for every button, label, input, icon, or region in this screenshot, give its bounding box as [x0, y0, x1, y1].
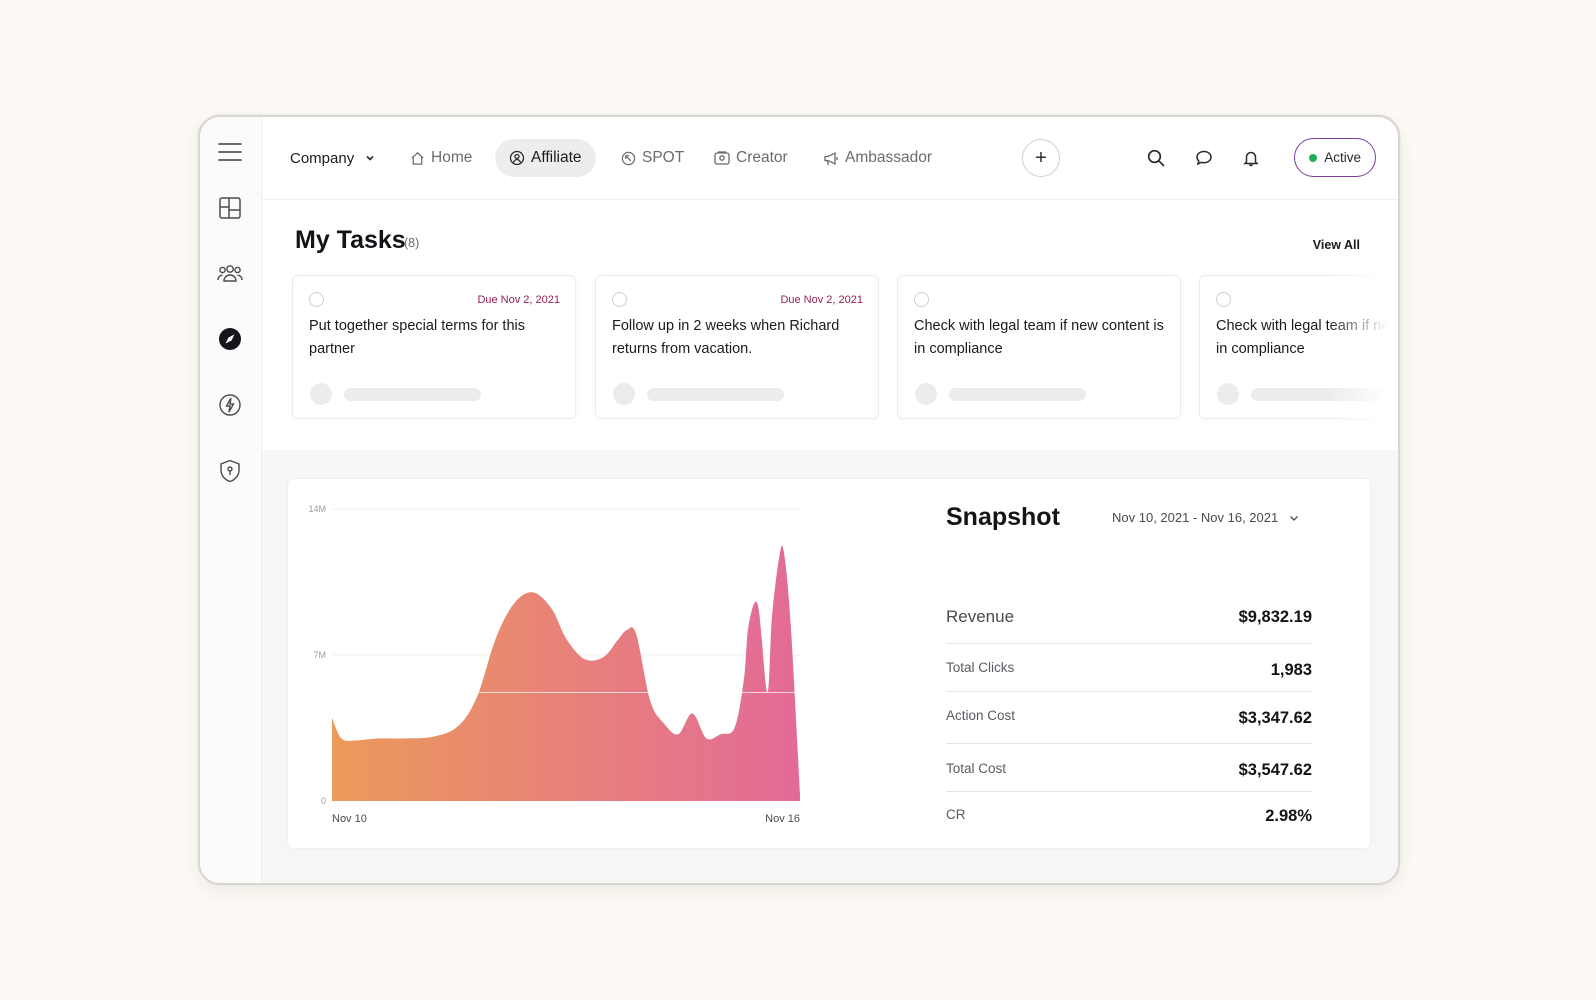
users-icon[interactable]	[217, 260, 243, 286]
search-icon[interactable]	[1144, 146, 1168, 170]
my-tasks-section: My Tasks (8) View All Due Nov 2, 2021 Pu…	[262, 200, 1398, 450]
date-range-label: Nov 10, 2021 - Nov 16, 2021	[1112, 510, 1279, 525]
scroll-fade	[1328, 260, 1398, 440]
tab-home[interactable]: Home	[410, 139, 472, 177]
task-checkbox[interactable]	[309, 292, 324, 307]
task-due-date: Due Nov 2, 2021	[780, 294, 863, 306]
assignee-placeholder	[647, 388, 784, 401]
task-checkbox[interactable]	[612, 292, 627, 307]
tab-creator[interactable]: Creator	[714, 139, 788, 177]
snapshot-area: 14M 7M 0 Nov 10 Nov 16 Snapshot Nov 10, 2021…	[262, 450, 1398, 883]
metric-label: Total Cost	[946, 761, 1007, 776]
tab-affiliate[interactable]: Affiliate	[495, 139, 596, 177]
date-range-dropdown[interactable]: Nov 10, 2021 - Nov 16, 2021	[1112, 510, 1300, 525]
metric-row-cr: CR 2.98%	[946, 792, 1312, 832]
affiliate-icon	[509, 150, 525, 166]
metric-label: Revenue	[946, 607, 1015, 626]
add-tab-button[interactable]: +	[1022, 139, 1060, 177]
shield-icon[interactable]	[217, 458, 243, 484]
avatar	[613, 383, 635, 405]
metric-value: $3,347.62	[1238, 709, 1312, 727]
metric-value: 2.98%	[1265, 807, 1312, 825]
tab-ambassador-label: Ambassador	[845, 149, 933, 166]
tab-affiliate-label: Affiliate	[531, 149, 582, 166]
creator-icon	[714, 150, 730, 165]
avatar	[310, 383, 332, 405]
y-tick-label: 14M	[308, 504, 326, 514]
megaphone-icon	[824, 151, 838, 165]
revenue-area-chart: 14M 7M 0 Nov 10 Nov 16	[308, 504, 800, 825]
task-checkbox[interactable]	[914, 292, 929, 307]
task-card[interactable]: Due Nov 2, 2021 Follow up in 2 weeks whe…	[595, 275, 879, 419]
tab-creator-label: Creator	[736, 149, 788, 166]
tasks-count: (8)	[404, 236, 420, 250]
task-text: Check with legal team if new content is …	[914, 318, 1164, 357]
avatar	[915, 383, 937, 405]
metric-row-action-cost: Action Cost $3,347.62	[946, 692, 1312, 744]
tab-ambassador[interactable]: Ambassador	[823, 139, 932, 177]
task-text: Put together special terms for this part…	[309, 318, 525, 357]
assignee-placeholder	[344, 388, 481, 401]
task-checkbox[interactable]	[1216, 292, 1231, 307]
hamburger-icon[interactable]	[217, 139, 243, 165]
task-due-date: Due Nov 2, 2021	[477, 294, 560, 306]
bell-icon[interactable]	[1239, 146, 1263, 170]
x-tick-label: Nov 16	[765, 813, 800, 825]
status-label: Active	[1324, 150, 1361, 165]
metric-row-revenue: Revenue $9,832.19	[946, 601, 1312, 644]
tab-home-label: Home	[431, 149, 473, 166]
status-dot-icon	[1309, 153, 1318, 162]
chevron-down-icon	[1290, 515, 1299, 521]
company-label: Company	[290, 149, 355, 167]
metric-label: CR	[946, 807, 966, 822]
sidebar	[200, 117, 262, 883]
metric-label: Action Cost	[946, 708, 1016, 723]
chevron-down-icon	[366, 155, 374, 161]
add-tab-label: +	[1035, 146, 1047, 169]
y-tick-label: 7M	[313, 650, 326, 660]
y-tick-label: 0	[321, 796, 326, 806]
metric-row-total-clicks: Total Clicks 1,983	[946, 644, 1312, 692]
spot-icon	[621, 151, 636, 165]
chat-icon[interactable]	[1192, 146, 1216, 170]
assignee-placeholder	[949, 388, 1086, 401]
lightning-icon[interactable]	[217, 392, 243, 418]
tab-spot-label: SPOT	[642, 149, 685, 166]
app-window: Company Home Affiliate SPOT Creator Amba…	[198, 115, 1400, 885]
home-icon	[411, 151, 424, 165]
layout-grid-icon[interactable]	[217, 195, 243, 221]
avatar	[1217, 383, 1239, 405]
top-navigation: Company Home Affiliate SPOT Creator Amba…	[262, 117, 1398, 200]
task-text: Follow up in 2 weeks when Richard return…	[612, 318, 840, 357]
snapshot-title: Snapshot	[946, 503, 1060, 531]
status-toggle[interactable]: Active	[1294, 138, 1376, 177]
snapshot-panel: 14M 7M 0 Nov 10 Nov 16 Snapshot Nov 10, 2021…	[287, 478, 1371, 849]
area-series	[332, 545, 800, 801]
metric-value: $3,547.62	[1238, 761, 1312, 779]
task-card[interactable]: Due Nov 2, 2021 Put together special ter…	[292, 275, 576, 419]
task-card[interactable]: Check with legal team if new content is …	[897, 275, 1181, 419]
metric-row-total-cost: Total Cost $3,547.62	[946, 744, 1312, 792]
tab-spot[interactable]: SPOT	[621, 139, 684, 177]
compass-icon[interactable]	[217, 326, 243, 352]
tasks-title: My Tasks	[295, 226, 406, 254]
metric-value: $9,832.19	[1238, 608, 1312, 626]
company-dropdown[interactable]: Company	[290, 139, 376, 177]
x-tick-label: Nov 10	[332, 813, 367, 825]
metric-label: Total Clicks	[946, 660, 1015, 675]
metric-value: 1,983	[1270, 661, 1312, 679]
view-all-link[interactable]: View All	[1312, 238, 1360, 252]
